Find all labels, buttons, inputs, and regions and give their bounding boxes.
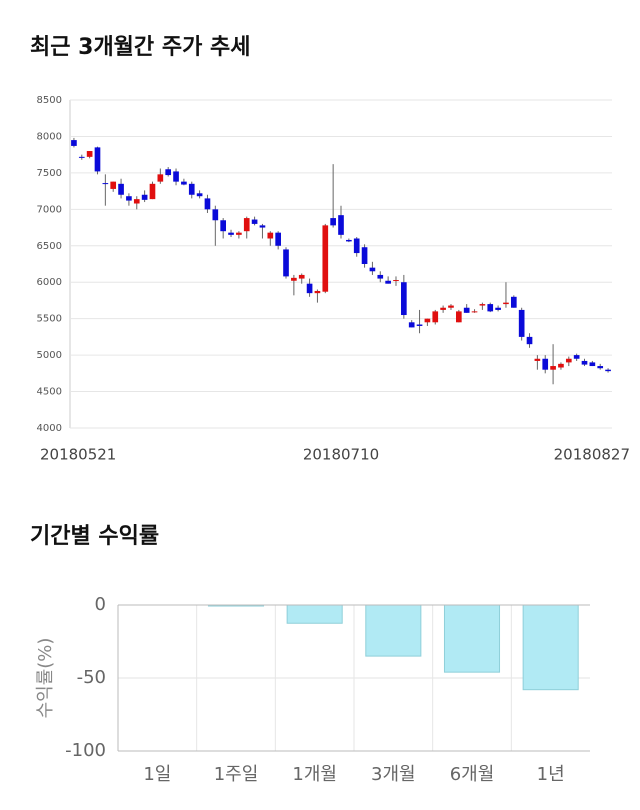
bar	[443, 604, 501, 673]
candle-body	[589, 362, 596, 367]
candle-body	[440, 307, 446, 310]
chart-title: 최근 3개월간 주가 추세	[30, 35, 250, 60]
candle-body	[471, 311, 478, 313]
candle-body	[573, 355, 580, 359]
candle-body	[495, 307, 501, 310]
candle-body	[165, 169, 172, 176]
candle-body	[330, 218, 336, 226]
candle-body	[173, 171, 179, 182]
y-tick-label: 8000	[37, 131, 62, 142]
candle-body	[267, 232, 274, 239]
candle-body	[102, 183, 109, 185]
candle-body	[141, 194, 148, 200]
candle-body	[503, 302, 509, 305]
candle-body	[479, 304, 486, 306]
candle-body	[243, 218, 250, 232]
candle-body	[188, 183, 195, 195]
candle-body	[487, 304, 494, 312]
candle-body	[448, 305, 454, 308]
candle-body	[424, 318, 431, 323]
candle-body	[408, 322, 415, 328]
candle-body	[353, 238, 360, 254]
candle-body	[133, 199, 140, 204]
x-tick-label: 3개월	[371, 764, 416, 785]
candle-body	[212, 209, 219, 221]
candle-body	[463, 307, 470, 313]
candle-body	[118, 183, 124, 195]
candle-body	[204, 198, 211, 210]
candle-body	[369, 267, 376, 272]
candle-body	[86, 151, 93, 157]
y-tick-label: 4000	[37, 423, 62, 434]
candle-body	[94, 147, 101, 172]
bar	[365, 604, 422, 657]
y-tick-label: 7000	[37, 204, 62, 215]
y-tick-label: 6000	[37, 277, 62, 288]
candle-body	[338, 215, 344, 235]
candle-body	[401, 282, 407, 316]
candle-body	[110, 181, 117, 189]
candle-body	[275, 232, 281, 246]
x-tick-label: 1일	[143, 764, 171, 785]
candle-body	[534, 358, 541, 361]
candle-body	[597, 366, 604, 369]
candle-body	[196, 193, 203, 197]
x-tick-label: 20180521	[40, 446, 116, 464]
candle-body	[298, 274, 305, 279]
x-tick-label: 20180827	[554, 446, 630, 464]
y-axis-label: 수익률(%)	[35, 638, 56, 719]
candle-body	[283, 249, 289, 277]
candle-body	[346, 239, 352, 242]
candle-body	[542, 358, 549, 370]
candle-body	[314, 290, 321, 294]
candle-body	[565, 358, 572, 363]
candle-body	[518, 309, 525, 337]
candle-body	[510, 296, 517, 308]
candle-body	[393, 280, 399, 282]
candle-body	[220, 220, 227, 232]
candle-body	[71, 140, 77, 146]
candle-body	[377, 274, 384, 279]
candle-body	[605, 369, 611, 372]
bar	[286, 604, 343, 624]
candle-body	[416, 324, 423, 326]
y-tick-label: 0	[95, 594, 106, 615]
candle-body	[550, 366, 556, 370]
y-tick-label: 4500	[37, 387, 62, 398]
candle-body	[558, 363, 564, 368]
y-tick-label: 7500	[37, 168, 62, 179]
candle-body	[455, 311, 462, 323]
bar	[522, 604, 579, 691]
candle-body	[181, 181, 187, 185]
candle-body	[149, 183, 156, 200]
candle-body	[361, 247, 368, 264]
y-tick-label: 5000	[37, 350, 62, 361]
y-tick-label: 6500	[37, 241, 62, 252]
candle-body	[291, 277, 297, 281]
candle-body	[259, 225, 266, 228]
y-tick-label: -50	[77, 667, 106, 688]
chart-title: 기간별 수익률	[30, 524, 159, 549]
candle-body	[432, 311, 439, 323]
y-tick-label: 5500	[37, 314, 62, 325]
candle-body	[157, 174, 164, 182]
candle-body	[236, 232, 242, 235]
candle-body	[581, 360, 588, 365]
x-tick-label: 6개월	[450, 764, 495, 785]
candle-body	[385, 280, 391, 284]
y-tick-label: 8500	[37, 95, 62, 106]
candle-body	[126, 196, 132, 201]
candle-body	[228, 232, 234, 235]
candle-body	[251, 219, 258, 224]
y-tick-label: -100	[65, 740, 106, 761]
x-tick-label: 1개월	[292, 764, 337, 785]
candle-body	[322, 225, 329, 292]
x-tick-label: 1년	[537, 764, 565, 785]
candle-body	[526, 336, 533, 345]
candle-body	[78, 156, 85, 158]
x-tick-label: 1주일	[214, 764, 259, 785]
candle-body	[306, 283, 313, 294]
x-tick-label: 20180710	[303, 446, 379, 464]
